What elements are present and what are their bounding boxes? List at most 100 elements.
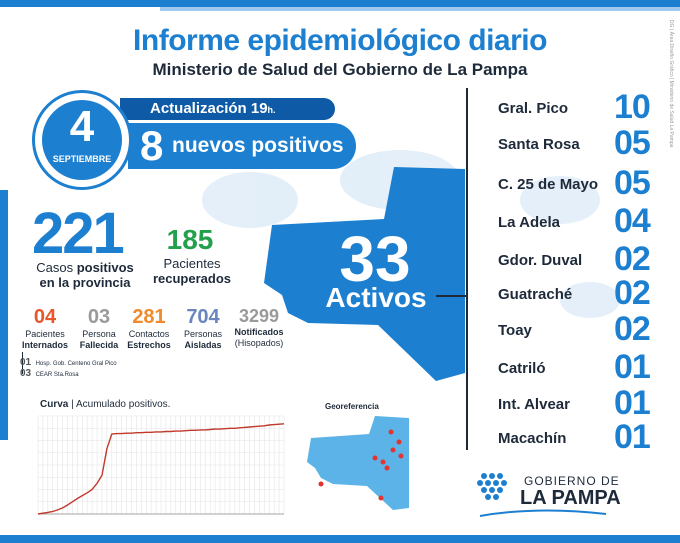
locality-value: 04 — [614, 202, 651, 240]
note-divider — [22, 352, 23, 374]
locality-value: 01 — [614, 384, 651, 422]
top-stripe — [0, 0, 680, 7]
locality-name: La Adela — [498, 214, 560, 231]
date-day: 4 — [69, 102, 95, 151]
locality-value: 05 — [614, 164, 651, 202]
province-map — [264, 167, 465, 381]
stat-number: 281 — [132, 306, 166, 328]
credit-text: DG | Área Diseño Gráfico | Ministerio de… — [668, 20, 674, 148]
locality-name: Gral. Pico — [498, 100, 569, 117]
top-stripe-light — [160, 7, 680, 11]
locality-value: 05 — [614, 124, 651, 162]
stat-line1: Contactos — [128, 329, 170, 339]
total-cases-number: 221 — [32, 201, 125, 266]
cases-label-bold: positivos — [76, 260, 134, 275]
note-number: 03 — [20, 368, 32, 379]
georef-point — [372, 455, 378, 461]
date-circle — [42, 100, 122, 180]
stat-fallecida: 03 Persona Fallecida — [74, 306, 124, 351]
locality-name: C. 25 de Mayo — [498, 176, 599, 193]
stat-aisladas: 704 Personas Aisladas — [176, 306, 230, 351]
georef-title: Georeferencia — [325, 402, 379, 411]
stat-line2: Estrechos — [127, 340, 171, 350]
locality-list-line — [466, 88, 468, 450]
locality-name: Gdor. Duval — [498, 252, 583, 269]
recovered-label-line1: Pacientes — [163, 256, 221, 271]
recovered-number: 185 — [166, 224, 214, 255]
chart-series-line — [37, 423, 285, 515]
stat-label: Personas Aisladas — [176, 329, 230, 351]
stat-line1: Personas — [183, 329, 223, 339]
note-item: 01 Hosp. Gob. Centeno Gral Pico — [20, 352, 117, 370]
locality-name: Santa Rosa — [498, 136, 580, 153]
stat-line2: Fallecida — [79, 340, 119, 350]
locality-name: Catriló — [498, 360, 546, 377]
active-number: 33 — [339, 223, 411, 295]
list-tick — [436, 295, 466, 297]
georef-point — [380, 459, 386, 465]
stat-number: 704 — [186, 306, 220, 328]
government-logo-icon — [477, 473, 507, 500]
stat-line1: Persona — [82, 329, 116, 339]
stat-line2: Internados — [21, 340, 68, 350]
georef-point — [396, 439, 402, 445]
locality-value: 02 — [614, 240, 651, 278]
logo-line1: GOBIERNO DE — [524, 474, 620, 488]
locality-value: 01 — [614, 418, 651, 456]
locality-value: 10 — [614, 88, 651, 126]
bottom-stripe — [0, 535, 680, 543]
chart-title: Curva | Acumulado positivos. — [40, 399, 170, 410]
page-subtitle: Ministerio de Salud del Gobierno de La P… — [152, 60, 528, 79]
stat-label: Contactos Estrechos — [122, 329, 176, 351]
left-accent-bar — [0, 190, 8, 440]
new-positives-label: nuevos positivos — [172, 134, 344, 157]
stat-line1: Pacientes — [25, 329, 65, 339]
stat-line2: (Hisopados) — [234, 338, 284, 348]
total-cases-label: Casos positivos en la provincia — [26, 260, 144, 290]
update-label-text: Actualización 19 — [150, 100, 268, 117]
locality-name: Guatraché — [498, 286, 573, 303]
georef-point — [398, 453, 404, 459]
stat-label: Notificados (Hisopados) — [228, 327, 290, 349]
date-month: SEPTIEMBRE — [52, 154, 112, 164]
georef-province-shape — [307, 416, 409, 510]
stat-line2: Aisladas — [184, 340, 222, 350]
locality-value: 02 — [614, 310, 651, 348]
stat-number: 3299 — [238, 306, 280, 326]
curve-chart — [37, 415, 285, 515]
locality-name: Toay — [498, 322, 532, 339]
stat-number: 04 — [33, 306, 57, 328]
locality-name: Macachín — [498, 430, 567, 447]
note-text: CEAR Sta.Rosa — [35, 372, 79, 378]
georef-point — [388, 429, 394, 435]
page-title: Informe epidemiológico diario — [133, 24, 547, 57]
georef-point — [384, 465, 390, 471]
stat-internados: 04 Pacientes Internados — [20, 306, 70, 351]
note-text: Hosp. Gob. Centeno Gral Pico — [35, 361, 117, 367]
active-label: Activos — [325, 282, 427, 313]
stat-label: Pacientes Internados — [20, 329, 70, 351]
georef-point — [378, 495, 384, 501]
georef-point — [390, 447, 396, 453]
georef-point — [318, 481, 324, 487]
logo-swoosh — [479, 509, 607, 517]
locality-value: 01 — [614, 348, 651, 386]
update-hour-suffix: h. — [267, 105, 276, 115]
update-label: Actualización 19h. — [150, 100, 276, 117]
note-number: 01 — [20, 357, 32, 368]
province-shape — [264, 167, 465, 381]
recovered-label: Pacientes recuperados — [150, 256, 234, 286]
stat-number: 03 — [87, 306, 111, 328]
stat-label: Persona Fallecida — [74, 329, 124, 351]
cases-label-pre: Casos — [36, 260, 77, 275]
chart-title-rest: | Acumulado positivos. — [68, 399, 171, 410]
new-positives-number: 8 — [140, 122, 164, 169]
cases-label-line2: en la provincia — [39, 275, 131, 290]
georef-map — [307, 416, 409, 510]
stat-line1: Notificados — [234, 327, 284, 337]
locality-name: Int. Alvear — [498, 396, 570, 413]
logo-line2: LA PAMPA — [520, 487, 621, 509]
update-pill — [120, 98, 335, 120]
chart-title-bold: Curva — [40, 399, 69, 410]
